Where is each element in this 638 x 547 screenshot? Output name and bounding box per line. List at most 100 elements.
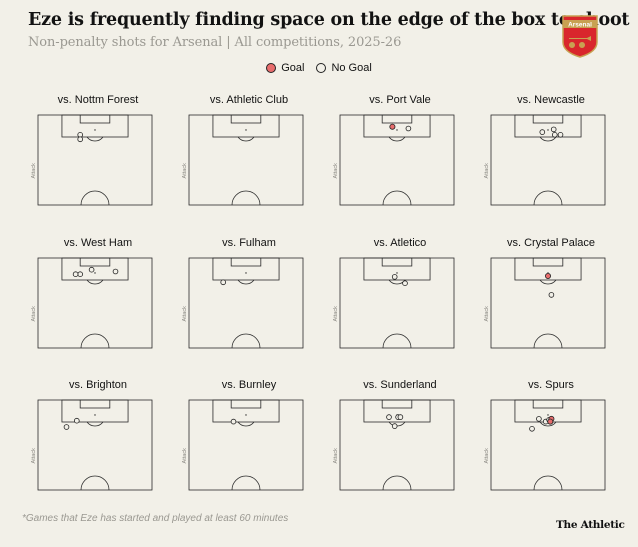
pitch: Attack bbox=[31, 257, 153, 349]
goal-marker-icon bbox=[266, 63, 277, 73]
six-yard-box bbox=[230, 257, 262, 267]
penalty-arc bbox=[86, 279, 104, 285]
pitch: Attack bbox=[484, 257, 606, 349]
panel-title: vs. Spurs bbox=[528, 379, 574, 391]
six-yard-box bbox=[79, 257, 111, 267]
six-yard-box bbox=[230, 114, 262, 124]
center-circle bbox=[231, 190, 261, 206]
pitch-outline bbox=[188, 399, 304, 491]
center-circle bbox=[382, 190, 412, 206]
penalty-box bbox=[514, 114, 582, 138]
six-yard-box bbox=[532, 257, 564, 267]
pitch-outline bbox=[37, 399, 153, 491]
no-goal-marker-icon bbox=[316, 63, 327, 73]
attack-label: Attack bbox=[182, 306, 188, 322]
penalty-spot bbox=[547, 414, 549, 416]
center-circle bbox=[533, 190, 563, 206]
no-goal-shot-marker bbox=[548, 292, 555, 298]
penalty-arc bbox=[237, 136, 255, 142]
no-goal-shot-marker bbox=[391, 423, 398, 429]
penalty-spot bbox=[396, 129, 398, 131]
pitch: Attack bbox=[182, 399, 304, 491]
panel-title: vs. Crystal Palace bbox=[506, 237, 596, 249]
attack-label: Attack bbox=[31, 448, 37, 464]
panel-title: vs. Fulham bbox=[222, 237, 276, 249]
penalty-spot bbox=[396, 272, 398, 274]
crest-text: Arsenal bbox=[568, 22, 592, 29]
legend-goal-label: Goal bbox=[281, 62, 305, 74]
attack-label: Attack bbox=[182, 448, 188, 464]
no-goal-shot-marker bbox=[77, 136, 83, 143]
pitch: Attack bbox=[484, 114, 606, 206]
no-goal-shot-marker bbox=[112, 268, 119, 275]
panel-title: vs. Nottm Forest bbox=[57, 94, 139, 106]
shot-map-panel: vs. Newcastle Attack bbox=[481, 94, 621, 224]
shot-map-panel: vs. Burnley Attack bbox=[179, 379, 319, 509]
penalty-arc bbox=[237, 421, 255, 427]
no-goal-shot-marker bbox=[72, 271, 79, 278]
center-circle bbox=[382, 475, 412, 491]
attack-label: Attack bbox=[484, 448, 490, 464]
shot-map-panel: vs. Port Vale Attack bbox=[330, 94, 470, 224]
attack-label: Attack bbox=[333, 448, 339, 464]
six-yard-box bbox=[381, 257, 413, 267]
pitch-outline bbox=[188, 257, 304, 349]
penalty-arc bbox=[539, 136, 557, 142]
legend-no-goal-label: No Goal bbox=[331, 62, 372, 74]
goal-shot-marker bbox=[545, 272, 552, 279]
penalty-box bbox=[61, 114, 129, 138]
pitch-outline bbox=[339, 114, 455, 206]
legend-no-goal: No Goal bbox=[316, 62, 372, 74]
center-circle bbox=[80, 333, 110, 349]
no-goal-shot-marker bbox=[550, 126, 557, 133]
pitch: Attack bbox=[31, 399, 153, 491]
shot-map-panel: vs. Spurs Attack bbox=[481, 379, 621, 509]
penalty-spot bbox=[94, 129, 96, 131]
shot-map-panel: vs. Fulham Attack bbox=[179, 237, 319, 367]
no-goal-shot-marker bbox=[88, 266, 95, 273]
six-yard-box bbox=[79, 114, 111, 124]
attack-label: Attack bbox=[31, 163, 37, 179]
six-yard-box bbox=[532, 114, 564, 124]
center-circle bbox=[382, 333, 412, 349]
no-goal-shot-marker bbox=[73, 417, 80, 424]
six-yard-box bbox=[381, 399, 413, 409]
goal-shot-marker bbox=[389, 123, 396, 130]
panel-title: vs. Sunderland bbox=[363, 379, 437, 391]
pitch: Attack bbox=[182, 114, 304, 206]
no-goal-shot-marker bbox=[397, 414, 404, 420]
panel-title: vs. Burnley bbox=[221, 379, 277, 391]
center-circle bbox=[80, 475, 110, 491]
panel-title: vs. Newcastle bbox=[517, 94, 585, 106]
center-circle bbox=[533, 333, 563, 349]
six-yard-box bbox=[79, 399, 111, 409]
penalty-box bbox=[212, 257, 280, 281]
penalty-box bbox=[363, 114, 431, 138]
shot-map-panel: vs. Brighton Attack bbox=[28, 379, 168, 509]
pitch-outline bbox=[490, 399, 606, 491]
no-goal-shot-marker bbox=[557, 131, 564, 138]
goal-shot-marker bbox=[547, 418, 554, 425]
shot-map-panel: vs. Atletico Attack bbox=[330, 237, 470, 367]
attack-label: Attack bbox=[31, 306, 37, 322]
panel-title: vs. West Ham bbox=[63, 237, 133, 249]
no-goal-shot-marker bbox=[230, 418, 237, 425]
arsenal-crest-icon: Arsenal bbox=[562, 15, 598, 58]
no-goal-shot-marker bbox=[220, 279, 226, 286]
attack-label: Attack bbox=[333, 306, 339, 322]
legend-goal: Goal bbox=[266, 62, 304, 74]
penalty-spot bbox=[245, 272, 247, 274]
penalty-arc bbox=[86, 136, 104, 142]
pitch: Attack bbox=[484, 399, 606, 491]
no-goal-shot-marker bbox=[539, 129, 546, 135]
six-yard-box bbox=[381, 114, 413, 124]
panel-title: vs. Port Vale bbox=[369, 94, 431, 106]
pitch: Attack bbox=[333, 114, 455, 206]
penalty-arc bbox=[237, 279, 255, 285]
pitch-outline bbox=[339, 399, 455, 491]
penalty-spot bbox=[94, 414, 96, 416]
center-circle bbox=[533, 475, 563, 491]
no-goal-shot-marker bbox=[405, 125, 412, 132]
legend: Goal No Goal bbox=[0, 62, 638, 74]
no-goal-shot-marker bbox=[391, 274, 398, 280]
